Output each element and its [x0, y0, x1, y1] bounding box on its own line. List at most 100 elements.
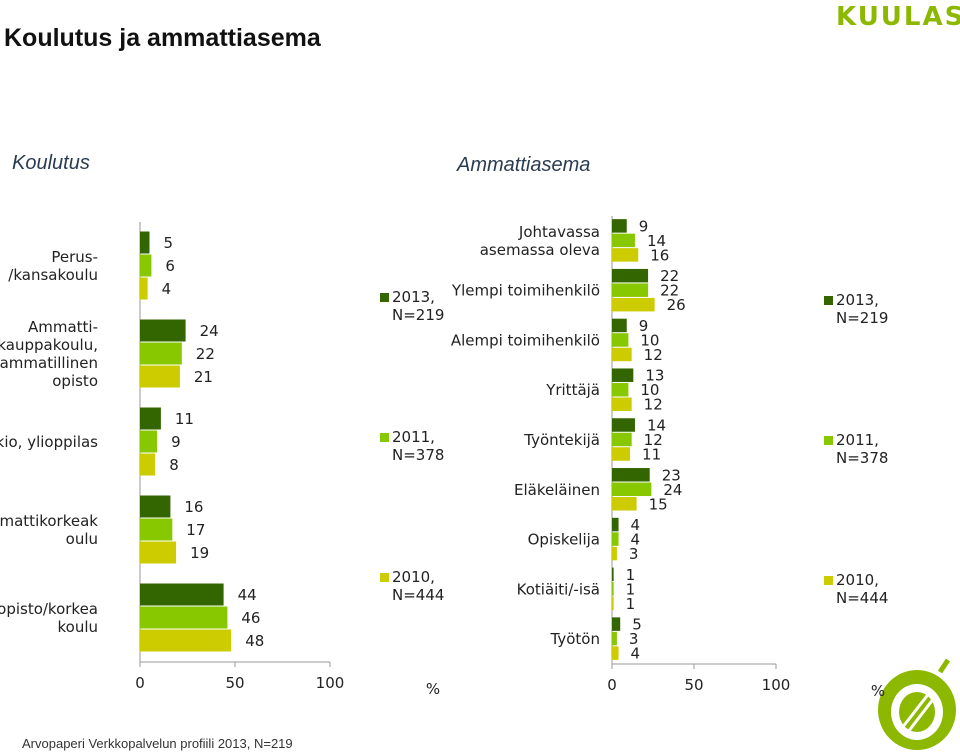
bar-2010 [612, 397, 632, 411]
legend-label-line: 2010, [836, 571, 879, 589]
data-label-2010: 15 [649, 495, 668, 513]
data-label-2011: 4 [631, 531, 641, 549]
category-label: Ammatti-/kauppakoulu, ammatillinen opisto [0, 318, 98, 390]
legend-label-2013: 2013, N=219 [836, 291, 888, 327]
category-label-line: opisto [52, 372, 98, 390]
legend-label-2010: 2010, N=444 [392, 568, 444, 604]
legend-label-line: N=378 [836, 449, 888, 467]
category-label: Alempi toimihenkilö [451, 331, 600, 349]
data-label-2011: 6 [165, 257, 175, 275]
bar-2010 [612, 546, 617, 561]
bar-2011 [612, 482, 652, 497]
category-label: Ammattikorkeakoulu [0, 512, 98, 548]
category-label: Yrittäjä [545, 381, 600, 399]
bar-2013 [140, 583, 224, 606]
data-label-2013: 23 [662, 466, 681, 484]
category-label-line: Työntekijä [523, 431, 600, 449]
bar-2013 [612, 567, 614, 582]
data-label-2013: 9 [639, 317, 649, 335]
data-label-2010: 1 [626, 595, 636, 613]
data-label-2013: 14 [647, 417, 666, 435]
category-label-line: /kansakoulu [8, 266, 98, 284]
category-label-line: Johtavassa [518, 223, 600, 241]
legend-label-line: 2010, [392, 568, 435, 586]
legend-label-line: N=444 [836, 589, 888, 607]
category-label-line: Kotiäiti/-isä [517, 580, 600, 598]
category-label: Perus-/kansakoulu [8, 248, 98, 284]
data-label-2010: 3 [629, 545, 639, 563]
section-title-ammattiasema: Ammattiasema [457, 154, 591, 176]
legend-swatch-2010 [380, 573, 389, 582]
bar-2013 [140, 231, 150, 254]
bar-2013 [612, 468, 650, 482]
category-label-line: asemassa oleva [480, 241, 600, 259]
data-label-2013: 4 [631, 516, 641, 534]
bar-2013 [612, 268, 649, 283]
data-label-2013: 1 [626, 566, 636, 584]
legend-swatch-2013 [824, 296, 833, 305]
legend-swatch-2011 [824, 436, 833, 445]
category-label-line: Ammatti- [28, 318, 98, 336]
bar-2011 [612, 582, 614, 596]
data-label-2011: 14 [647, 232, 666, 250]
footer-source: Arvopaperi Verkkopalvelun profiili 2013,… [22, 736, 293, 751]
category-label-line: Ylempi toimihenkilö [451, 282, 600, 300]
data-label-2013: 13 [645, 367, 664, 385]
category-label-line: ammatillinen [0, 354, 98, 372]
data-label-2013: 5 [164, 234, 174, 252]
bar-2011 [140, 430, 158, 453]
bar-2013 [140, 407, 161, 430]
legend-swatch-2010 [824, 576, 833, 585]
data-label-2010: 26 [667, 296, 686, 314]
bar-2011 [140, 606, 228, 629]
data-label-2010: 11 [642, 446, 661, 464]
bar-2011 [612, 283, 649, 297]
bar-2011 [140, 342, 182, 365]
bar-2011 [612, 333, 629, 347]
bar-2010 [140, 277, 148, 300]
bar-2013 [612, 517, 619, 532]
category-label: Opiskelija [528, 531, 600, 549]
data-label-2010: 12 [644, 396, 663, 414]
data-label-2011: 10 [640, 381, 659, 399]
legend-label-line: N=219 [392, 306, 444, 324]
bar-2010 [612, 297, 655, 312]
bar-2013 [612, 617, 621, 631]
data-label-2011: 24 [663, 481, 682, 499]
legend-label-line: N=378 [392, 446, 444, 464]
category-label-line: /kauppakoulu, [0, 336, 98, 354]
bar-2011 [612, 532, 619, 546]
x-tick-label: 0 [135, 674, 145, 692]
legend-label-line: 2011, [392, 428, 435, 446]
category-label-line: Opiskelija [528, 531, 600, 549]
category-label-line: Yrittäjä [545, 381, 600, 399]
bar-2011 [612, 233, 635, 248]
bar-2010 [612, 596, 614, 611]
data-label-2010: 4 [162, 280, 172, 298]
category-label-line: koulu [57, 618, 98, 636]
legend-label-2013: 2013, N=219 [392, 288, 444, 324]
x-tick-label: 0 [607, 676, 617, 694]
bar-2010 [612, 497, 637, 511]
data-label-2013: 11 [175, 410, 194, 428]
category-label: Eläkeläinen [514, 481, 600, 499]
page-title: Koulutus ja ammattiasema [4, 24, 321, 52]
category-label-line: Lukio, ylioppilas [0, 433, 98, 451]
bar-2010 [612, 646, 619, 660]
category-label-line: Alempi toimihenkilö [451, 331, 600, 349]
category-label: Johtavassa asemassa oleva [480, 223, 600, 259]
data-label-2010: 19 [190, 544, 209, 562]
bar-2013 [612, 219, 627, 233]
bar-2013 [612, 318, 627, 333]
data-label-2011: 3 [629, 630, 639, 648]
legend-label-line: 2013, [392, 288, 435, 306]
bar-2011 [612, 631, 617, 646]
bar-2010 [612, 248, 639, 262]
legend-label-line: N=444 [392, 586, 444, 604]
bar-2013 [140, 319, 186, 342]
data-label-2011: 22 [196, 345, 215, 363]
legend-swatch-2013 [380, 293, 389, 302]
data-label-2010: 21 [194, 368, 213, 386]
